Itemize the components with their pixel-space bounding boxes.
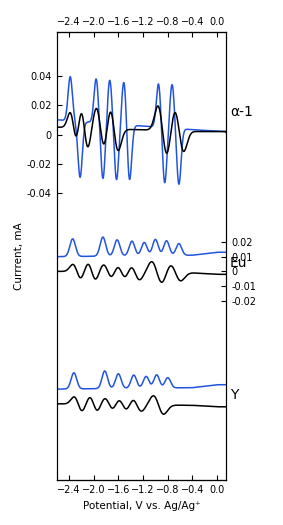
Text: Y: Y (230, 388, 238, 402)
X-axis label: Potential, V vs. Ag/Ag⁺: Potential, V vs. Ag/Ag⁺ (83, 501, 200, 511)
Y-axis label: Currrent, mA: Currrent, mA (14, 222, 24, 290)
Text: Eu: Eu (230, 256, 247, 269)
Text: α-1: α-1 (230, 106, 253, 120)
